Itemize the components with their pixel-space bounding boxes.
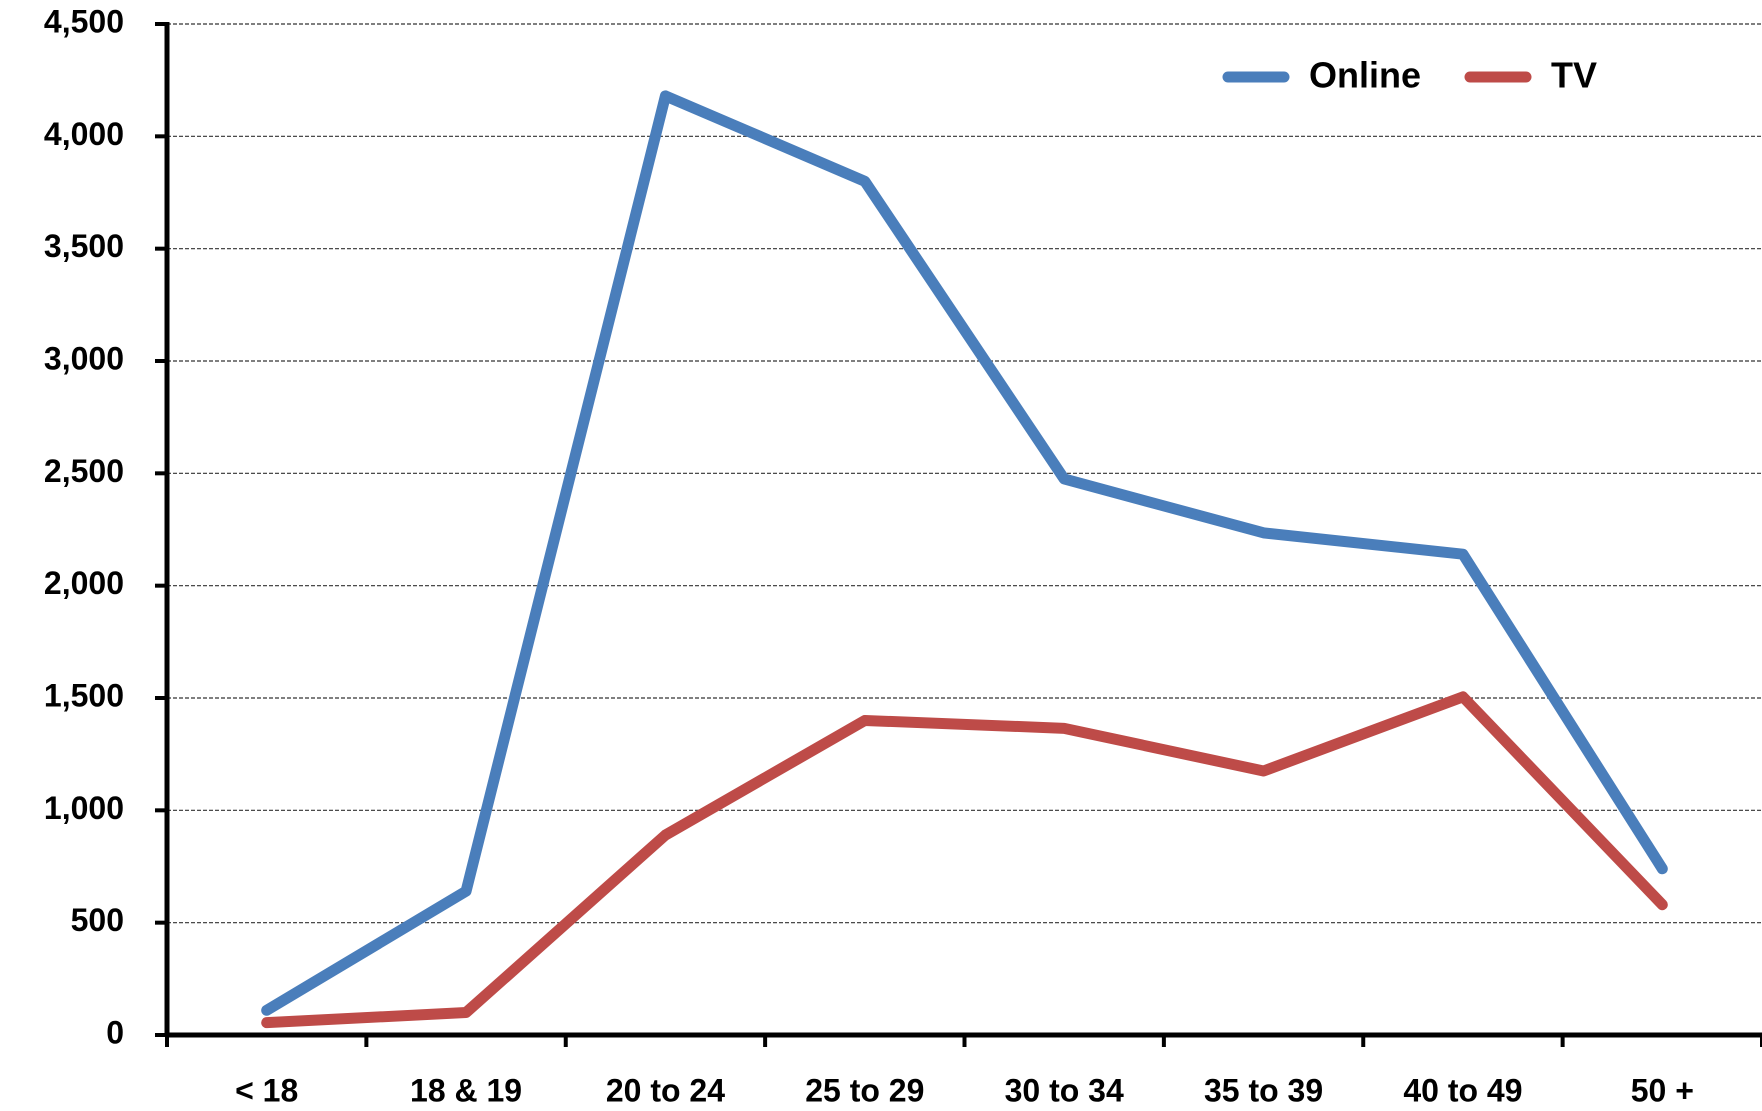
x-tick-label: 50 +	[1631, 1072, 1694, 1108]
x-tick-label: 40 to 49	[1403, 1072, 1522, 1108]
x-tick-label: 25 to 29	[805, 1072, 924, 1108]
y-tick-label: 4,000	[44, 116, 124, 152]
x-tick-label: 30 to 34	[1005, 1072, 1124, 1108]
legend-label: Online	[1309, 55, 1421, 96]
x-tick-label: 20 to 24	[606, 1072, 725, 1108]
line-series	[261, 691, 1668, 1029]
y-tick-label: 3,000	[44, 340, 124, 376]
y-tick-label: 3,500	[44, 228, 124, 264]
y-tick-label: 500	[71, 902, 124, 938]
y-tick-label: 2,000	[44, 565, 124, 601]
y-tick-label: 0	[106, 1014, 124, 1050]
y-tick-label: 4,500	[44, 3, 124, 39]
y-tick-label: 2,500	[44, 453, 124, 489]
x-tick-label: < 18	[235, 1072, 298, 1108]
line-series	[261, 90, 1668, 1016]
y-tick-label: 1,000	[44, 790, 124, 826]
legend-label: TV	[1551, 55, 1597, 96]
x-tick-label: 35 to 39	[1204, 1072, 1323, 1108]
x-tick-label: 18 & 19	[410, 1072, 522, 1108]
y-tick-label: 1,500	[44, 677, 124, 713]
